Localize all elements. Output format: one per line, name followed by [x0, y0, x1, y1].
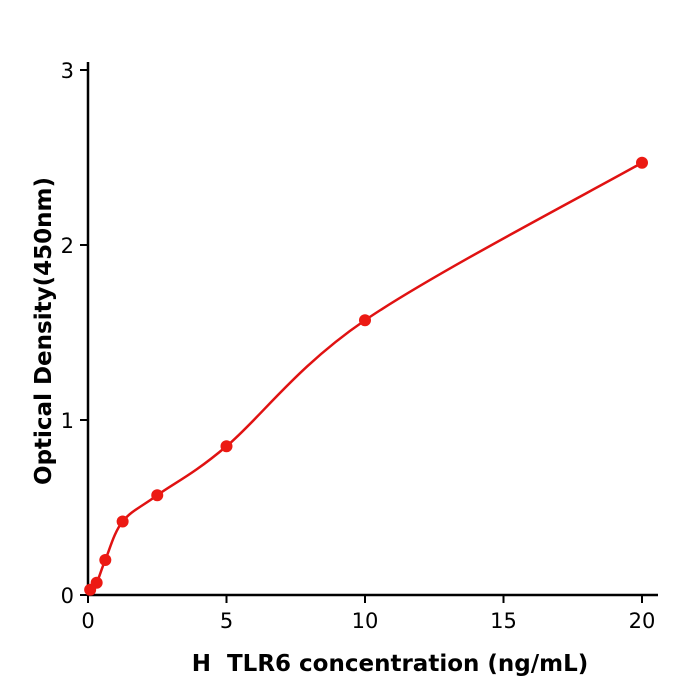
x-tick-label: 15 — [490, 609, 517, 633]
data-point — [99, 554, 112, 566]
x-tick-label: 0 — [81, 609, 94, 633]
y-axis-label: Optical Density(450nm) — [31, 177, 57, 485]
data-point — [636, 156, 648, 169]
x-tick-label: 10 — [352, 609, 379, 633]
y-tick-label: 1 — [61, 409, 74, 433]
x-axis-label: H TLR6 concentration (ng/mL) — [191, 651, 589, 677]
x-tick-label: 5 — [220, 609, 233, 633]
data-point — [359, 314, 371, 327]
data-point — [116, 515, 129, 528]
data-point — [151, 489, 164, 502]
axis-lines — [86, 62, 658, 597]
y-tick-label: 2 — [61, 234, 74, 258]
data-point — [220, 440, 233, 453]
y-tick-label: 0 — [61, 584, 74, 608]
fit-curve — [86, 161, 644, 593]
x-tick-label: 20 — [629, 609, 656, 633]
y-tick-label: 3 — [61, 59, 74, 83]
data-point — [90, 576, 103, 589]
